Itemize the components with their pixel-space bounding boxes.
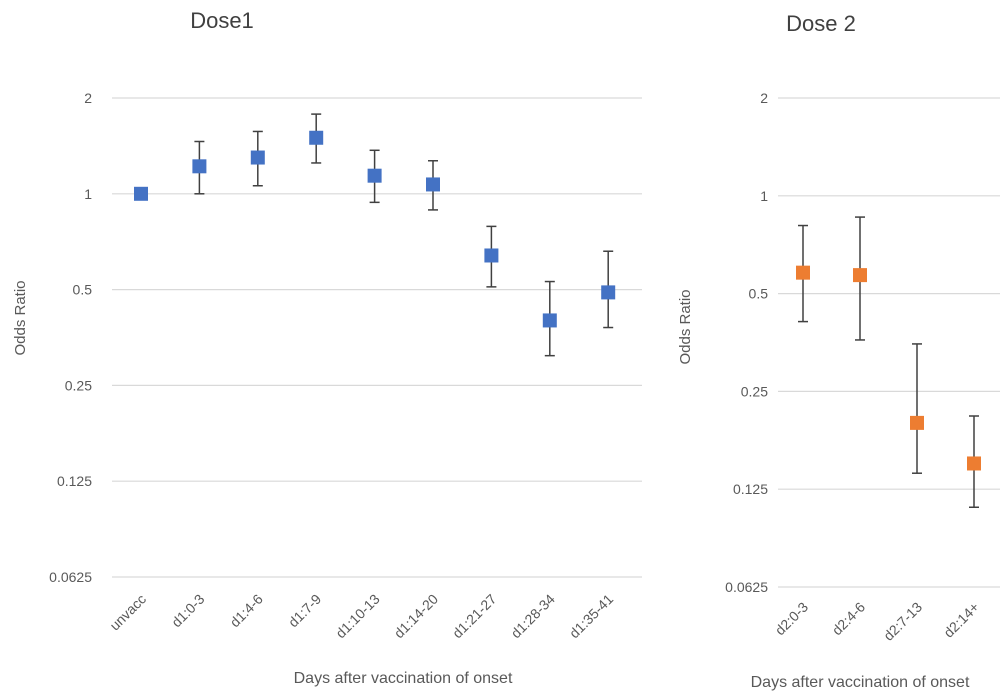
x-tick-label: unvacc	[106, 591, 149, 634]
y-axis-label: Odds Ratio	[677, 289, 694, 364]
y-tick-label: 0.25	[65, 377, 92, 393]
y-tick-label: 2	[84, 90, 92, 106]
x-tick-label: d2:7-13	[880, 599, 925, 644]
x-tick-label: d1:	[650, 591, 675, 616]
x-tick-labels: d2:0-3 d2:4-6 d2:7-13 d2:14+	[772, 599, 982, 644]
dose1-chart: Dose1 Odds Ratio 2 1 0.5 0.25 0.125 0.0625 unvac…	[12, 8, 675, 687]
x-tick-label: d2:14+	[940, 599, 982, 641]
x-axis-label: Days after vaccination of onset	[751, 674, 970, 691]
y-tick-label: 2	[760, 90, 768, 106]
data-point-marker	[796, 265, 810, 280]
data-point-marker	[309, 130, 324, 145]
y-tick-label: 0.125	[733, 481, 768, 497]
chart-title: Dose 2	[786, 11, 856, 36]
y-tick-label: 0.0625	[725, 579, 768, 595]
x-tick-labels: unvacc d1:0-3 d1:4-6 d1:7-9 d1:10-13 d1:14-20…	[106, 591, 675, 642]
y-tick-label: 0.5	[73, 282, 93, 298]
x-tick-label: d1:7-9	[285, 591, 325, 631]
data-point-marker	[367, 168, 382, 183]
y-tick-label: 0.0625	[49, 569, 92, 585]
y-axis-label: Odds Ratio	[12, 280, 29, 355]
data-point-marker	[910, 415, 924, 430]
data-point-marker	[853, 268, 867, 283]
data-point-marker	[542, 313, 557, 328]
data-point-marker	[601, 285, 616, 300]
x-tick-label: d1:14-20	[391, 591, 442, 642]
x-tick-label: d1:21-27	[449, 591, 500, 642]
chart-title: Dose1	[190, 8, 254, 33]
data-point-marker	[484, 248, 499, 263]
x-tick-label: d2:0-3	[772, 599, 812, 639]
dose2-chart: Dose 2 Odds Ratio 2 1 0.5 0.25 0.125 0.0625d2:0…	[677, 11, 1000, 691]
data-point-marker	[250, 150, 265, 165]
y-tick-label: 0.5	[749, 286, 769, 302]
y-tick-label: 0.25	[741, 383, 768, 399]
data-point-marker	[967, 456, 981, 471]
data-point-marker	[134, 186, 148, 201]
y-tick-label: 1	[84, 186, 92, 202]
x-tick-label: d1:28-34	[508, 591, 559, 642]
x-axis-label: Days after vaccination of onset	[294, 670, 513, 687]
data-point-marker	[192, 159, 207, 174]
x-tick-label: d2:4-6	[829, 599, 869, 639]
x-tick-label: d1:10-13	[332, 591, 383, 642]
x-tick-label: d1:4-6	[227, 591, 267, 631]
data-point-marker	[426, 177, 440, 192]
x-tick-label: d1:0-3	[168, 591, 208, 631]
y-tick-label: 1	[760, 188, 768, 204]
y-tick-label: 0.125	[57, 473, 92, 489]
x-tick-label: d1:35-41	[566, 591, 617, 642]
